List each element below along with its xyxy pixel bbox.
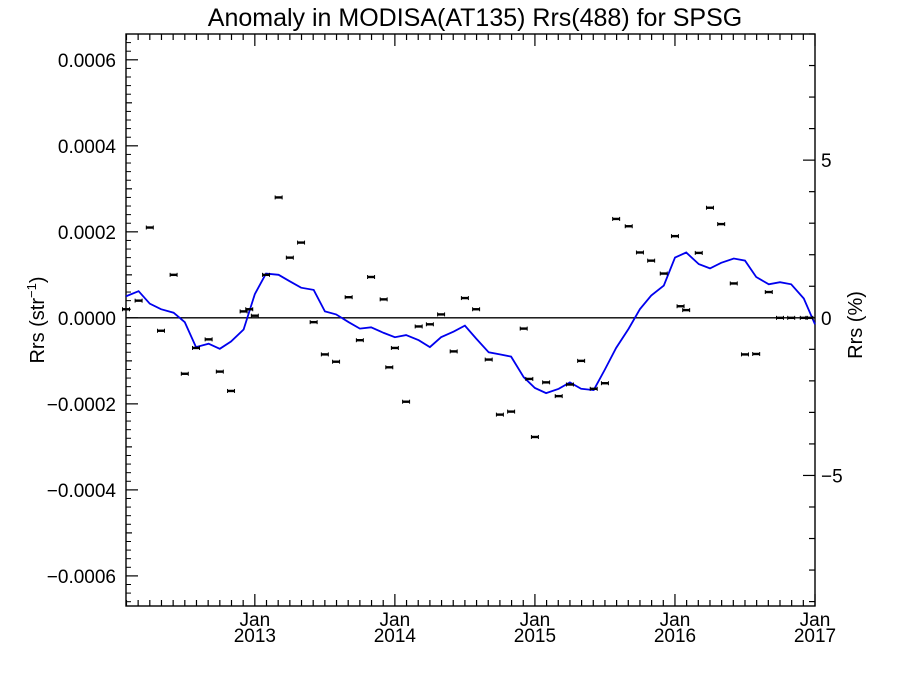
data-point bbox=[495, 412, 504, 417]
data-point bbox=[169, 272, 178, 277]
y-axis-label-close: ) bbox=[27, 276, 49, 283]
data-point bbox=[542, 380, 551, 385]
data-point bbox=[379, 297, 388, 302]
monthly-anomaly-points bbox=[122, 195, 814, 439]
data-point bbox=[717, 222, 726, 227]
data-point bbox=[460, 296, 469, 301]
data-point bbox=[647, 258, 656, 263]
data-point bbox=[589, 386, 598, 391]
data-point bbox=[180, 371, 189, 376]
y2-tick-label: 5 bbox=[821, 151, 832, 172]
y-tick-label: 0.0006 bbox=[58, 51, 116, 72]
data-point bbox=[519, 326, 528, 331]
data-point bbox=[204, 337, 213, 342]
data-point bbox=[764, 290, 773, 295]
data-point bbox=[530, 434, 539, 439]
data-point bbox=[320, 352, 329, 357]
data-point bbox=[355, 338, 364, 343]
data-point bbox=[414, 324, 423, 329]
data-point bbox=[600, 381, 609, 386]
x-tick-year-label: 2015 bbox=[514, 626, 556, 647]
y-tick-label: 0.0002 bbox=[58, 223, 116, 244]
x-tick-month-label: Jan bbox=[660, 610, 691, 631]
data-point bbox=[624, 224, 633, 229]
data-point bbox=[682, 308, 691, 313]
y2-tick-label: 0 bbox=[821, 309, 832, 330]
data-point bbox=[245, 307, 254, 312]
smoothed-series-line bbox=[125, 251, 816, 395]
y-tick-label: −0.0002 bbox=[47, 395, 116, 416]
data-point bbox=[145, 225, 154, 230]
y2-tick-label: −5 bbox=[821, 466, 843, 487]
data-point bbox=[740, 352, 749, 357]
smoothed-anomaly-line bbox=[125, 251, 816, 395]
data-point bbox=[297, 240, 306, 245]
data-point bbox=[612, 216, 621, 221]
left-axis-ticks: 0.0006 0.0004 0.0002 0.0000 −0.0002 −0.0004 −0… bbox=[47, 33, 138, 603]
data-point bbox=[554, 394, 563, 399]
data-point bbox=[367, 274, 376, 279]
data-point bbox=[752, 351, 761, 356]
data-point bbox=[670, 234, 679, 239]
data-point bbox=[425, 322, 434, 327]
data-point bbox=[157, 328, 166, 333]
data-point bbox=[659, 271, 668, 276]
chart-title: Anomaly in MODISA(AT135) Rrs(488) for SP… bbox=[208, 4, 742, 32]
y-tick-label: −0.0004 bbox=[47, 481, 117, 502]
x-tick-month-label: Jan bbox=[520, 610, 551, 631]
data-point bbox=[577, 358, 586, 363]
y-tick-label: 0.0000 bbox=[58, 309, 116, 330]
data-point bbox=[332, 359, 341, 364]
y-tick-label: −0.0006 bbox=[47, 567, 116, 588]
data-point bbox=[192, 345, 201, 350]
data-point bbox=[227, 388, 236, 393]
x-tick-month-label: Jan bbox=[240, 610, 271, 631]
data-point bbox=[134, 298, 143, 303]
data-point bbox=[565, 382, 574, 387]
data-point bbox=[385, 365, 394, 370]
data-point bbox=[525, 376, 534, 381]
data-point bbox=[805, 315, 814, 320]
data-point bbox=[775, 315, 784, 320]
data-point bbox=[787, 315, 796, 320]
x-tick-month-label: Jan bbox=[380, 610, 411, 631]
data-point bbox=[250, 313, 259, 318]
data-point bbox=[390, 345, 399, 350]
data-point bbox=[262, 272, 271, 277]
data-point bbox=[274, 195, 283, 200]
y-axis-label-superscript: −1 bbox=[24, 283, 39, 298]
data-point bbox=[402, 399, 411, 404]
plot-frame bbox=[125, 33, 816, 607]
x-tick-year-label: 2017 bbox=[794, 626, 836, 647]
data-point bbox=[472, 307, 481, 312]
x-tick-month-label: Jan bbox=[800, 610, 831, 631]
data-point bbox=[705, 205, 714, 210]
data-point bbox=[635, 250, 644, 255]
data-point bbox=[449, 349, 458, 354]
data-point bbox=[437, 312, 446, 317]
data-point bbox=[285, 255, 294, 260]
y-axis-label: Rrs (str−1) bbox=[24, 276, 49, 363]
data-point bbox=[122, 307, 130, 312]
data-point bbox=[729, 281, 738, 286]
data-point bbox=[344, 295, 353, 300]
y-tick-label: 0.0004 bbox=[58, 137, 117, 158]
data-point bbox=[215, 369, 224, 374]
data-point bbox=[507, 409, 516, 414]
y2-axis-label: Rrs (%) bbox=[845, 291, 867, 359]
x-tick-year-label: 2014 bbox=[374, 626, 417, 647]
data-point bbox=[676, 304, 685, 309]
data-point bbox=[694, 250, 703, 255]
data-point bbox=[309, 320, 318, 325]
plot-area: 0.0006 0.0004 0.0002 0.0000 −0.0002 −0.0004 −0… bbox=[47, 33, 843, 647]
data-point bbox=[484, 357, 493, 362]
x-tick-year-label: 2013 bbox=[234, 626, 276, 647]
x-tick-year-label: 2016 bbox=[654, 626, 696, 647]
